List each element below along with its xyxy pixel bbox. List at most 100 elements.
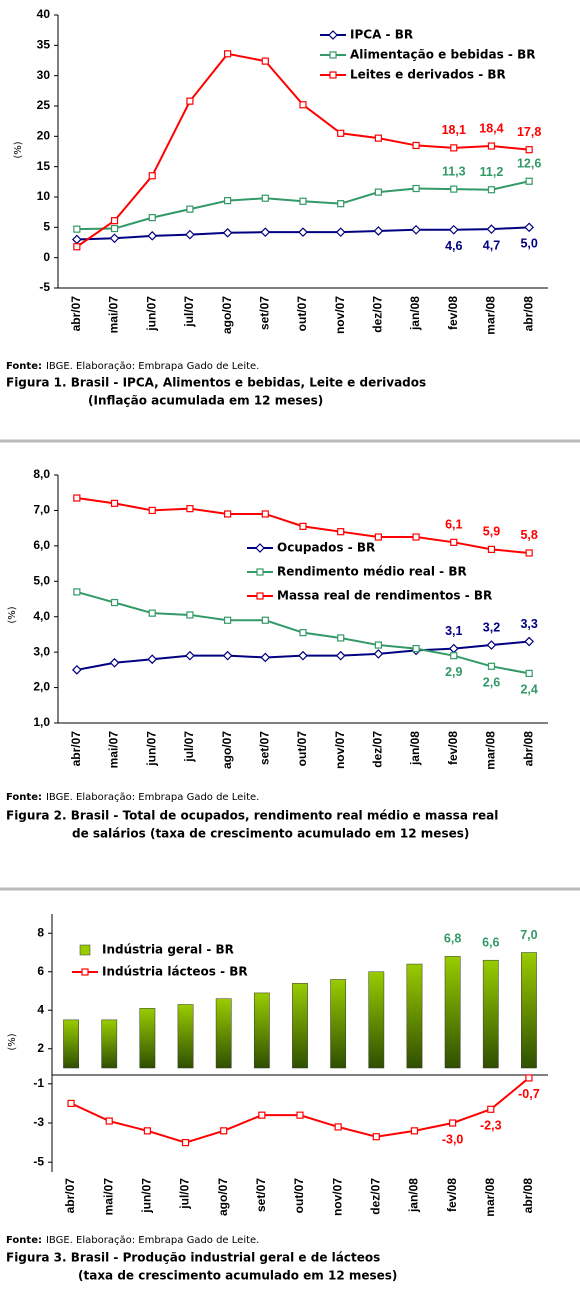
data-label: 18,1	[442, 123, 466, 137]
marker	[525, 1074, 533, 1082]
marker	[487, 142, 496, 150]
y-tick-label: 4,0	[33, 609, 50, 623]
marker	[411, 224, 421, 235]
data-label: 2,6	[483, 676, 500, 690]
marker	[71, 234, 82, 245]
source: Fonte: IBGE. Elaboração: Embrapa Gado de …	[6, 1235, 259, 1246]
marker	[335, 650, 346, 661]
y-tick-label: 20	[37, 129, 51, 143]
marker	[373, 226, 384, 236]
marker	[373, 649, 384, 659]
data-label: 6,6	[482, 935, 499, 949]
marker	[260, 652, 271, 663]
marker	[110, 217, 119, 225]
data-label: 2,4	[520, 683, 537, 697]
x-tick-label: jul/07	[182, 731, 196, 763]
x-tick-label: abr/07	[69, 296, 83, 332]
bar	[177, 1004, 194, 1069]
marker	[73, 494, 81, 502]
legend-marker	[328, 30, 338, 40]
x-tick-label: abr/08	[521, 1178, 535, 1214]
x-tick-label: mar/08	[484, 296, 498, 335]
marker	[109, 233, 120, 244]
x-tick-label: dez/07	[371, 296, 385, 333]
x-tick-label: dez/07	[368, 1178, 382, 1215]
x-tick-label: set/07	[257, 296, 271, 330]
y-tick-label: 4	[37, 1002, 44, 1016]
marker	[450, 538, 458, 546]
x-tick-label: ago/07	[220, 296, 234, 334]
data-label: 5,9	[483, 525, 500, 539]
legend-label: Ocupados - BR	[277, 541, 375, 555]
marker	[374, 533, 382, 541]
bar	[63, 1019, 79, 1069]
bar	[101, 1019, 118, 1069]
line	[76, 52, 530, 248]
source-text: IBGE. Elaboração: Embrapa Gado de Leite.	[46, 1235, 259, 1246]
data-label: 11,3	[442, 164, 466, 178]
bar	[482, 959, 499, 1069]
marker	[412, 141, 420, 150]
legend-label: Rendimento médio real - BR	[277, 565, 467, 579]
marker	[525, 177, 533, 185]
y-axis-label: (%)	[13, 141, 24, 158]
marker	[524, 636, 535, 647]
bar	[330, 979, 347, 1069]
marker	[220, 1127, 228, 1135]
y-tick-label: 10	[37, 189, 51, 203]
marker	[147, 230, 158, 241]
x-tick-label: ago/07	[216, 1178, 230, 1216]
marker	[261, 57, 269, 65]
marker	[73, 225, 81, 233]
x-tick-label: jun/07	[144, 296, 158, 332]
x-tick-label: out/07	[295, 296, 309, 332]
bar	[521, 952, 537, 1069]
x-tick-label: nov/07	[333, 731, 347, 769]
marker	[105, 1117, 113, 1125]
line	[76, 180, 530, 231]
marker	[487, 662, 496, 670]
marker	[410, 1127, 419, 1135]
y-tick-label: 30	[37, 68, 51, 82]
marker	[224, 510, 232, 518]
x-tick-label: mai/07	[101, 1178, 115, 1216]
y-tick-label: 2,0	[33, 680, 50, 694]
caption: Figura 2. Brasil - Total de ocupados, re…	[6, 809, 498, 823]
data-label: -2,3	[480, 1119, 502, 1133]
x-tick-label: jul/07	[182, 296, 196, 328]
x-tick-label: mai/07	[107, 296, 121, 334]
marker	[110, 224, 119, 233]
marker	[374, 134, 382, 142]
marker	[299, 629, 307, 637]
marker	[337, 634, 345, 642]
data-label: 18,4	[479, 121, 503, 135]
marker	[260, 227, 271, 238]
data-label: 4,7	[483, 238, 500, 252]
marker	[261, 194, 269, 202]
x-tick-label: out/07	[295, 731, 309, 767]
marker	[337, 129, 345, 137]
marker	[487, 1105, 495, 1113]
marker	[73, 243, 81, 251]
legend-label: Indústria lácteos - BR	[102, 965, 248, 979]
marker	[143, 1127, 151, 1135]
marker	[185, 229, 195, 240]
marker	[372, 1133, 380, 1141]
legend-marker	[329, 71, 337, 79]
marker	[334, 1123, 342, 1131]
data-label: 4,6	[445, 239, 462, 253]
marker	[449, 1119, 457, 1127]
source-text: IBGE. Elaboração: Embrapa Gado de Leite.	[46, 361, 259, 372]
y-tick-label: 2	[37, 1041, 44, 1055]
y-axis-label: (%)	[7, 606, 18, 623]
x-tick-label: jan/08	[408, 296, 422, 331]
x-tick-label: fev/08	[446, 731, 460, 765]
marker	[299, 522, 307, 530]
legend-swatch	[79, 944, 91, 956]
marker	[450, 144, 458, 152]
bar	[253, 992, 270, 1069]
marker	[448, 643, 459, 654]
marker	[186, 505, 194, 513]
y-tick-label: 5,0	[33, 573, 50, 587]
x-tick-label: abr/08	[521, 296, 535, 332]
